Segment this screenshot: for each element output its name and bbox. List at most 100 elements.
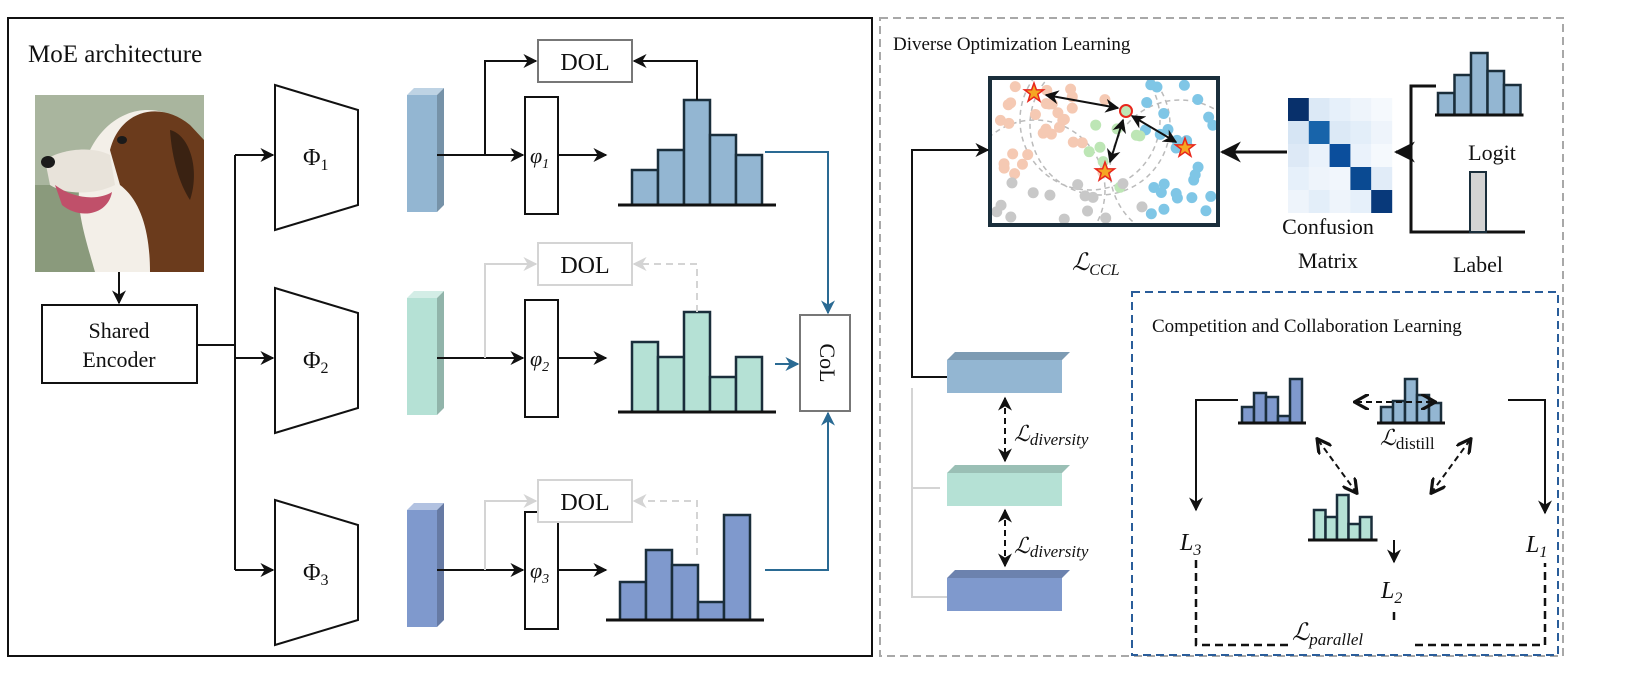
encoder-label-line2: Encoder [82,347,156,372]
feature-point [1037,127,1049,139]
feature-bar [407,510,437,627]
feature-block-top [947,570,1070,578]
feature-point [1186,192,1198,204]
feature-point [1090,119,1102,131]
feature-to-dol-arrow [484,494,538,570]
dol-panel-title: Diverse Optimization Learning [893,34,1131,55]
feature-to-dol-arrow [484,54,538,155]
feature-point [1178,80,1190,91]
confusion-cell [1288,144,1309,167]
feature-point [1155,186,1167,198]
histogram-bar [708,375,738,414]
feature-point [1100,212,1112,223]
feature-point [1141,97,1153,109]
dol-label: DOL [560,490,609,516]
feature-point [1158,178,1170,190]
feature-point [1099,94,1111,106]
feature-point [1189,169,1201,181]
histogram-bar [1453,73,1473,117]
phi-upper-label: Φ2 [303,348,329,377]
ccl-loss-label: ℒCCL [1072,250,1120,279]
histogram-bar [644,548,674,622]
feature-point [998,162,1010,174]
feature-to-dol-arrow [484,257,538,358]
confusion-cell [1288,121,1309,144]
feature-point [1145,208,1157,220]
moe-architecture-panel: MoE architecture Shared Encoder Φ1 φ1DOLΦ… [7,17,873,657]
dol-box [537,242,633,286]
encoder-trapezoid [274,498,359,647]
confusion-cell [1371,98,1393,121]
phi-lower-label: φ3 [530,558,549,587]
feature-point [1130,129,1142,141]
phi-upper-label: Φ3 [303,560,329,589]
expert2-histogram [1308,493,1378,542]
feature-point [1072,179,1084,191]
feature-point [1117,178,1129,190]
confusion-cell [1329,98,1351,121]
expert-2: Φ2 φ2 DOL [274,242,776,435]
histogram-bar [682,310,712,414]
l2-label: L2 [1380,578,1402,607]
label-label: Label [1453,252,1503,277]
feature-point [1005,211,1017,223]
histogram-bar [682,98,712,207]
logit-histogram [618,98,776,207]
prototype-star-icon [1093,159,1117,182]
col-label: CoL [815,343,840,382]
histogram-bar [1436,91,1456,117]
feature-point [1203,111,1215,123]
logit-histogram [618,310,776,414]
expert3-histogram [1238,377,1306,425]
confusion-cell [1308,144,1330,167]
feature-bar-side [437,291,444,415]
logit-histogram [1435,51,1524,117]
feature-point [1027,187,1039,199]
feature-point [1007,148,1019,160]
confusion-cell [1288,190,1309,213]
logit-histogram [1435,51,1524,117]
parallel-loss-label: ℒparallel [1292,620,1363,649]
feature-point [1205,190,1216,202]
confusion-label-line2: Matrix [1298,248,1358,273]
feature-bar-side [437,88,444,212]
encoder-trapezoid [274,83,359,232]
phi-upper-label: Φ1 [303,145,329,174]
histogram-bar [722,513,752,622]
logits-to-dol-arrow [632,494,698,555]
confusion-cell [1371,167,1393,190]
feature-bar-top [407,88,444,95]
feature-point [1005,97,1017,109]
confusion-cell [1288,167,1309,190]
classifier-box [524,96,559,215]
feature-point [1009,81,1021,93]
expert-3: Φ3 φ3 DOL [274,479,764,647]
confusion-cell [1308,190,1330,213]
distill-loss-label: ℒdistill [1380,425,1435,453]
distance-arrow [1130,115,1178,143]
feature-point [1066,102,1078,114]
feature-point [1192,94,1204,106]
classifier-box [524,299,559,418]
confusion-cell [1329,167,1351,190]
feature-point [1200,205,1212,217]
feature-point [1058,213,1070,223]
confusion-cell [1371,144,1393,167]
histogram-bar [1427,401,1443,425]
confusion-matrix [1288,98,1393,213]
histogram-bar [656,148,686,207]
histogram-bar [1415,393,1431,425]
feature-point [1044,189,1056,201]
histogram-bar [708,133,738,207]
feature-block-1 [947,352,1070,393]
prototype-star-icon [1022,80,1046,103]
confusion-cell [1329,190,1351,213]
histogram-bar [1240,405,1256,425]
confusion-cell [1308,98,1330,121]
col-panel: Competition and Collaboration Learning ℒ… [1131,291,1559,656]
histogram-bar [670,563,700,622]
feature-bar [407,95,437,212]
confusion-cell [1350,98,1372,121]
expert-1: Φ1 φ1 DOL [274,39,776,232]
feature-point [1171,192,1183,204]
